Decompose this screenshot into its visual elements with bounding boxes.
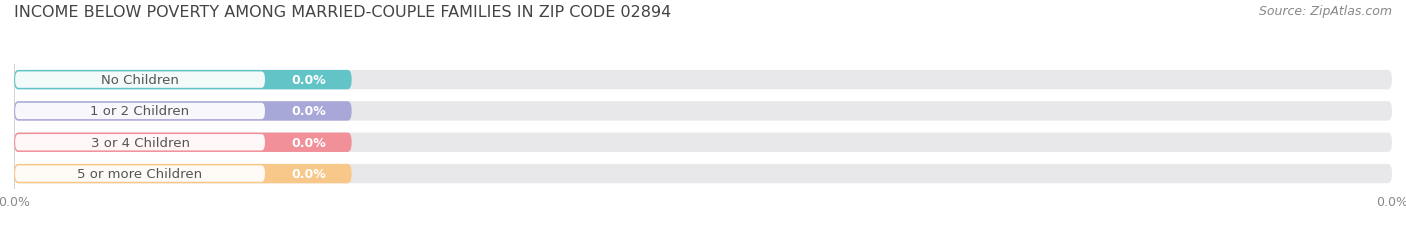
Text: 5 or more Children: 5 or more Children [77,167,202,180]
FancyBboxPatch shape [14,102,1392,121]
Text: No Children: No Children [101,74,179,87]
FancyBboxPatch shape [15,166,264,182]
FancyBboxPatch shape [15,134,264,151]
Text: 0.0%: 0.0% [291,74,326,87]
Text: 0.0%: 0.0% [291,167,326,180]
Text: 0.0%: 0.0% [291,105,326,118]
FancyBboxPatch shape [14,164,1392,183]
Text: INCOME BELOW POVERTY AMONG MARRIED-COUPLE FAMILIES IN ZIP CODE 02894: INCOME BELOW POVERTY AMONG MARRIED-COUPL… [14,5,671,20]
FancyBboxPatch shape [14,102,352,121]
FancyBboxPatch shape [14,71,352,90]
Text: Source: ZipAtlas.com: Source: ZipAtlas.com [1258,5,1392,18]
FancyBboxPatch shape [15,72,264,88]
Text: 3 or 4 Children: 3 or 4 Children [90,136,190,149]
FancyBboxPatch shape [15,103,264,120]
FancyBboxPatch shape [14,71,1392,90]
Text: 1 or 2 Children: 1 or 2 Children [90,105,190,118]
FancyBboxPatch shape [14,133,1392,152]
Text: 0.0%: 0.0% [291,136,326,149]
FancyBboxPatch shape [14,164,352,183]
FancyBboxPatch shape [14,133,352,152]
